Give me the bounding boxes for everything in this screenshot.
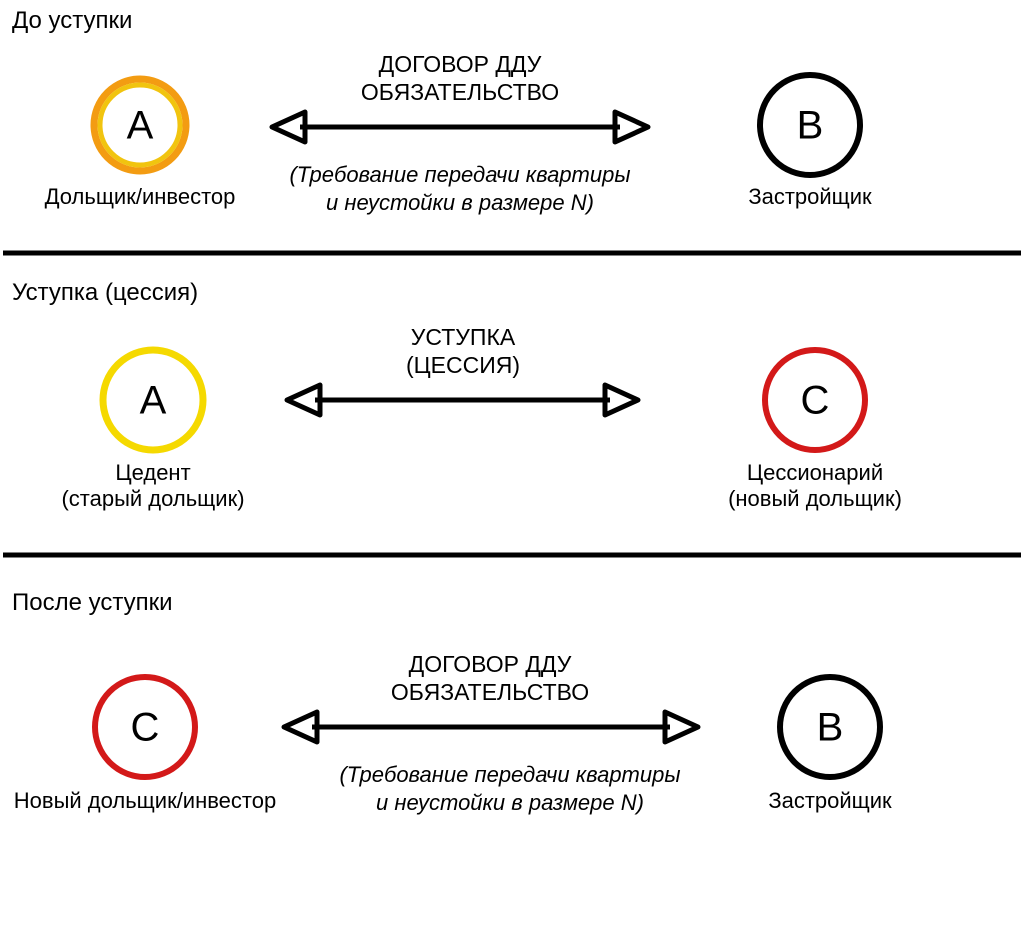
node-B-before: B xyxy=(760,75,860,175)
arrow-after xyxy=(284,712,698,742)
edge-lower-before-l2: и неустойки в размере N) xyxy=(326,190,594,215)
section-title-after: После уступки xyxy=(12,589,173,616)
node-A-before: A xyxy=(94,79,186,171)
node-A-before-letter: A xyxy=(127,104,154,148)
cession-diagram: До уступки A Дольщик/инвестор B Застройщ… xyxy=(0,0,1024,935)
node-C-cession-caption-l1: Цессионарий xyxy=(747,460,883,485)
node-A-cession-caption-l1: Цедент xyxy=(115,460,190,485)
node-B-after-letter: B xyxy=(817,706,844,750)
edge-upper-before-l1: ДОГОВОР ДДУ xyxy=(379,51,542,77)
node-C-cession: C xyxy=(765,350,865,450)
node-C-cession-caption-l2: (новый дольщик) xyxy=(728,486,902,511)
arrow-before xyxy=(272,112,648,142)
node-B-before-letter: B xyxy=(797,104,824,148)
section-title-before: До уступки xyxy=(12,7,132,34)
edge-upper-after-l2: ОБЯЗАТЕЛЬСТВО xyxy=(391,679,589,705)
node-A-cession-caption-l2: (старый дольщик) xyxy=(61,486,244,511)
edge-upper-after-l1: ДОГОВОР ДДУ xyxy=(409,651,572,677)
node-C-after-caption: Новый дольщик/инвестор xyxy=(14,788,276,813)
node-B-before-caption: Застройщик xyxy=(748,184,872,209)
edge-lower-before-l1: (Требование передачи квартиры xyxy=(289,162,630,187)
node-B-after-caption: Застройщик xyxy=(768,788,892,813)
edge-upper-before-l2: ОБЯЗАТЕЛЬСТВО xyxy=(361,79,559,105)
edge-upper-cession-l2: (ЦЕССИЯ) xyxy=(406,352,520,378)
arrow-cession xyxy=(287,385,638,415)
node-A-before-caption: Дольщик/инвестор xyxy=(45,184,236,209)
edge-lower-after-l2: и неустойки в размере N) xyxy=(376,790,644,815)
node-C-after: C xyxy=(95,677,195,777)
node-A-cession: A xyxy=(103,350,203,450)
section-title-cession: Уступка (цессия) xyxy=(12,279,198,306)
node-C-after-letter: C xyxy=(131,706,160,750)
node-C-cession-letter: C xyxy=(801,379,830,423)
edge-lower-after-l1: (Требование передачи квартиры xyxy=(339,762,680,787)
edge-upper-cession-l1: УСТУПКА xyxy=(411,324,516,350)
node-A-cession-letter: A xyxy=(140,379,167,423)
node-B-after: B xyxy=(780,677,880,777)
